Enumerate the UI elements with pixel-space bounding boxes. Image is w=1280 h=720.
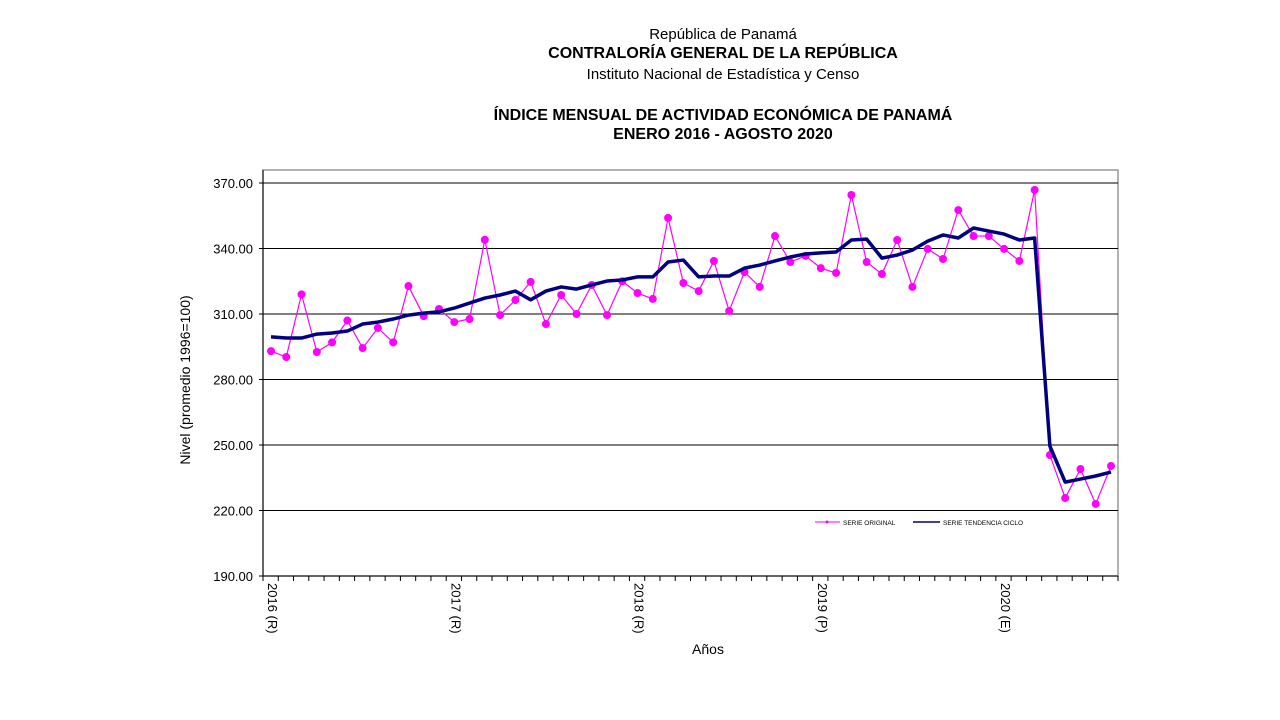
data-point-original (373, 323, 382, 332)
data-point-original (771, 232, 779, 241)
data-point-original (679, 278, 688, 287)
data-point-original (1030, 185, 1039, 194)
data-point-original (1076, 465, 1085, 474)
header-country: República de Panamá (649, 26, 797, 43)
header-institution: CONTRALORÍA GENERAL DE LA REPÚBLICA (548, 45, 898, 62)
data-point-original (786, 258, 795, 267)
data-point-original (816, 264, 825, 273)
y-tick-label: 370.00 (213, 176, 253, 191)
data-point-original (343, 316, 352, 325)
y-tick-label: 280.00 (213, 373, 253, 388)
data-point-original (572, 310, 581, 318)
x-axis-label: Años (692, 641, 724, 657)
y-tick-label: 340.00 (213, 242, 253, 257)
x-tick-label: 2017 (R) (448, 583, 463, 634)
y-tick-label: 310.00 (213, 307, 253, 322)
chart-subtitle: ENERO 2016 - AGOSTO 2020 (613, 126, 833, 143)
data-point-original (847, 191, 856, 200)
data-point-original (877, 270, 886, 279)
data-point-original (450, 318, 459, 327)
data-point-original (1091, 499, 1100, 508)
data-point-original (984, 232, 993, 241)
data-point-original (755, 282, 764, 291)
data-point-original (1000, 244, 1009, 253)
y-tick-label: 190.00 (213, 569, 253, 584)
data-point-original (1061, 494, 1070, 503)
data-point-original (939, 254, 947, 263)
data-point-original (969, 232, 978, 241)
data-point-original (923, 244, 932, 253)
data-point-original (954, 206, 963, 215)
data-point-original (358, 344, 367, 353)
data-point-original (862, 258, 871, 267)
data-point-original (496, 311, 505, 320)
data-point-original (603, 311, 611, 320)
y-tick-label: 220.00 (213, 504, 253, 519)
data-point-original (282, 353, 291, 362)
x-tick-label: 2019 (P) (815, 583, 830, 633)
x-tick-label: 2020 (E) (998, 583, 1013, 633)
legend-trend-label: SERIE TENDENCIA CICLO (943, 520, 1023, 527)
chart-title: ÍNDICE MENSUAL DE ACTIVIDAD ECONÓMICA DE… (493, 107, 953, 124)
data-point-original (1015, 256, 1024, 265)
data-point-original (557, 291, 566, 300)
data-point-original (1107, 461, 1115, 470)
data-point-original (633, 289, 642, 298)
data-point-original (526, 277, 535, 286)
data-point-original (832, 268, 841, 277)
data-point-original (664, 213, 673, 222)
x-tick-label: 2018 (R) (632, 583, 647, 634)
data-point-original (648, 294, 657, 303)
data-point-original (908, 282, 917, 291)
data-point-original (328, 338, 337, 347)
data-point-original (297, 290, 306, 299)
data-point-original (267, 347, 275, 356)
data-point-original (541, 320, 550, 329)
data-point-original (893, 235, 902, 244)
data-point-original (465, 315, 474, 324)
legend-original-marker (825, 520, 829, 524)
data-point-original (694, 287, 703, 296)
y-axis-label: Nivel (promedio 1996=100) (177, 295, 193, 464)
header-institute: Instituto Nacional de Estadística y Cens… (586, 66, 860, 83)
data-point-original (511, 296, 520, 305)
data-point-original (480, 235, 489, 244)
data-point-original (709, 256, 718, 265)
y-tick-label: 250.00 (213, 438, 253, 453)
series-trend-line (270, 226, 1112, 484)
legend-original-label: SERIE ORIGINAL (843, 520, 896, 527)
data-point-original (312, 347, 321, 356)
x-tick-label: 2016 (R) (265, 583, 280, 634)
data-point-original (389, 338, 398, 347)
data-point-original (725, 306, 734, 315)
data-point-original (404, 282, 413, 291)
